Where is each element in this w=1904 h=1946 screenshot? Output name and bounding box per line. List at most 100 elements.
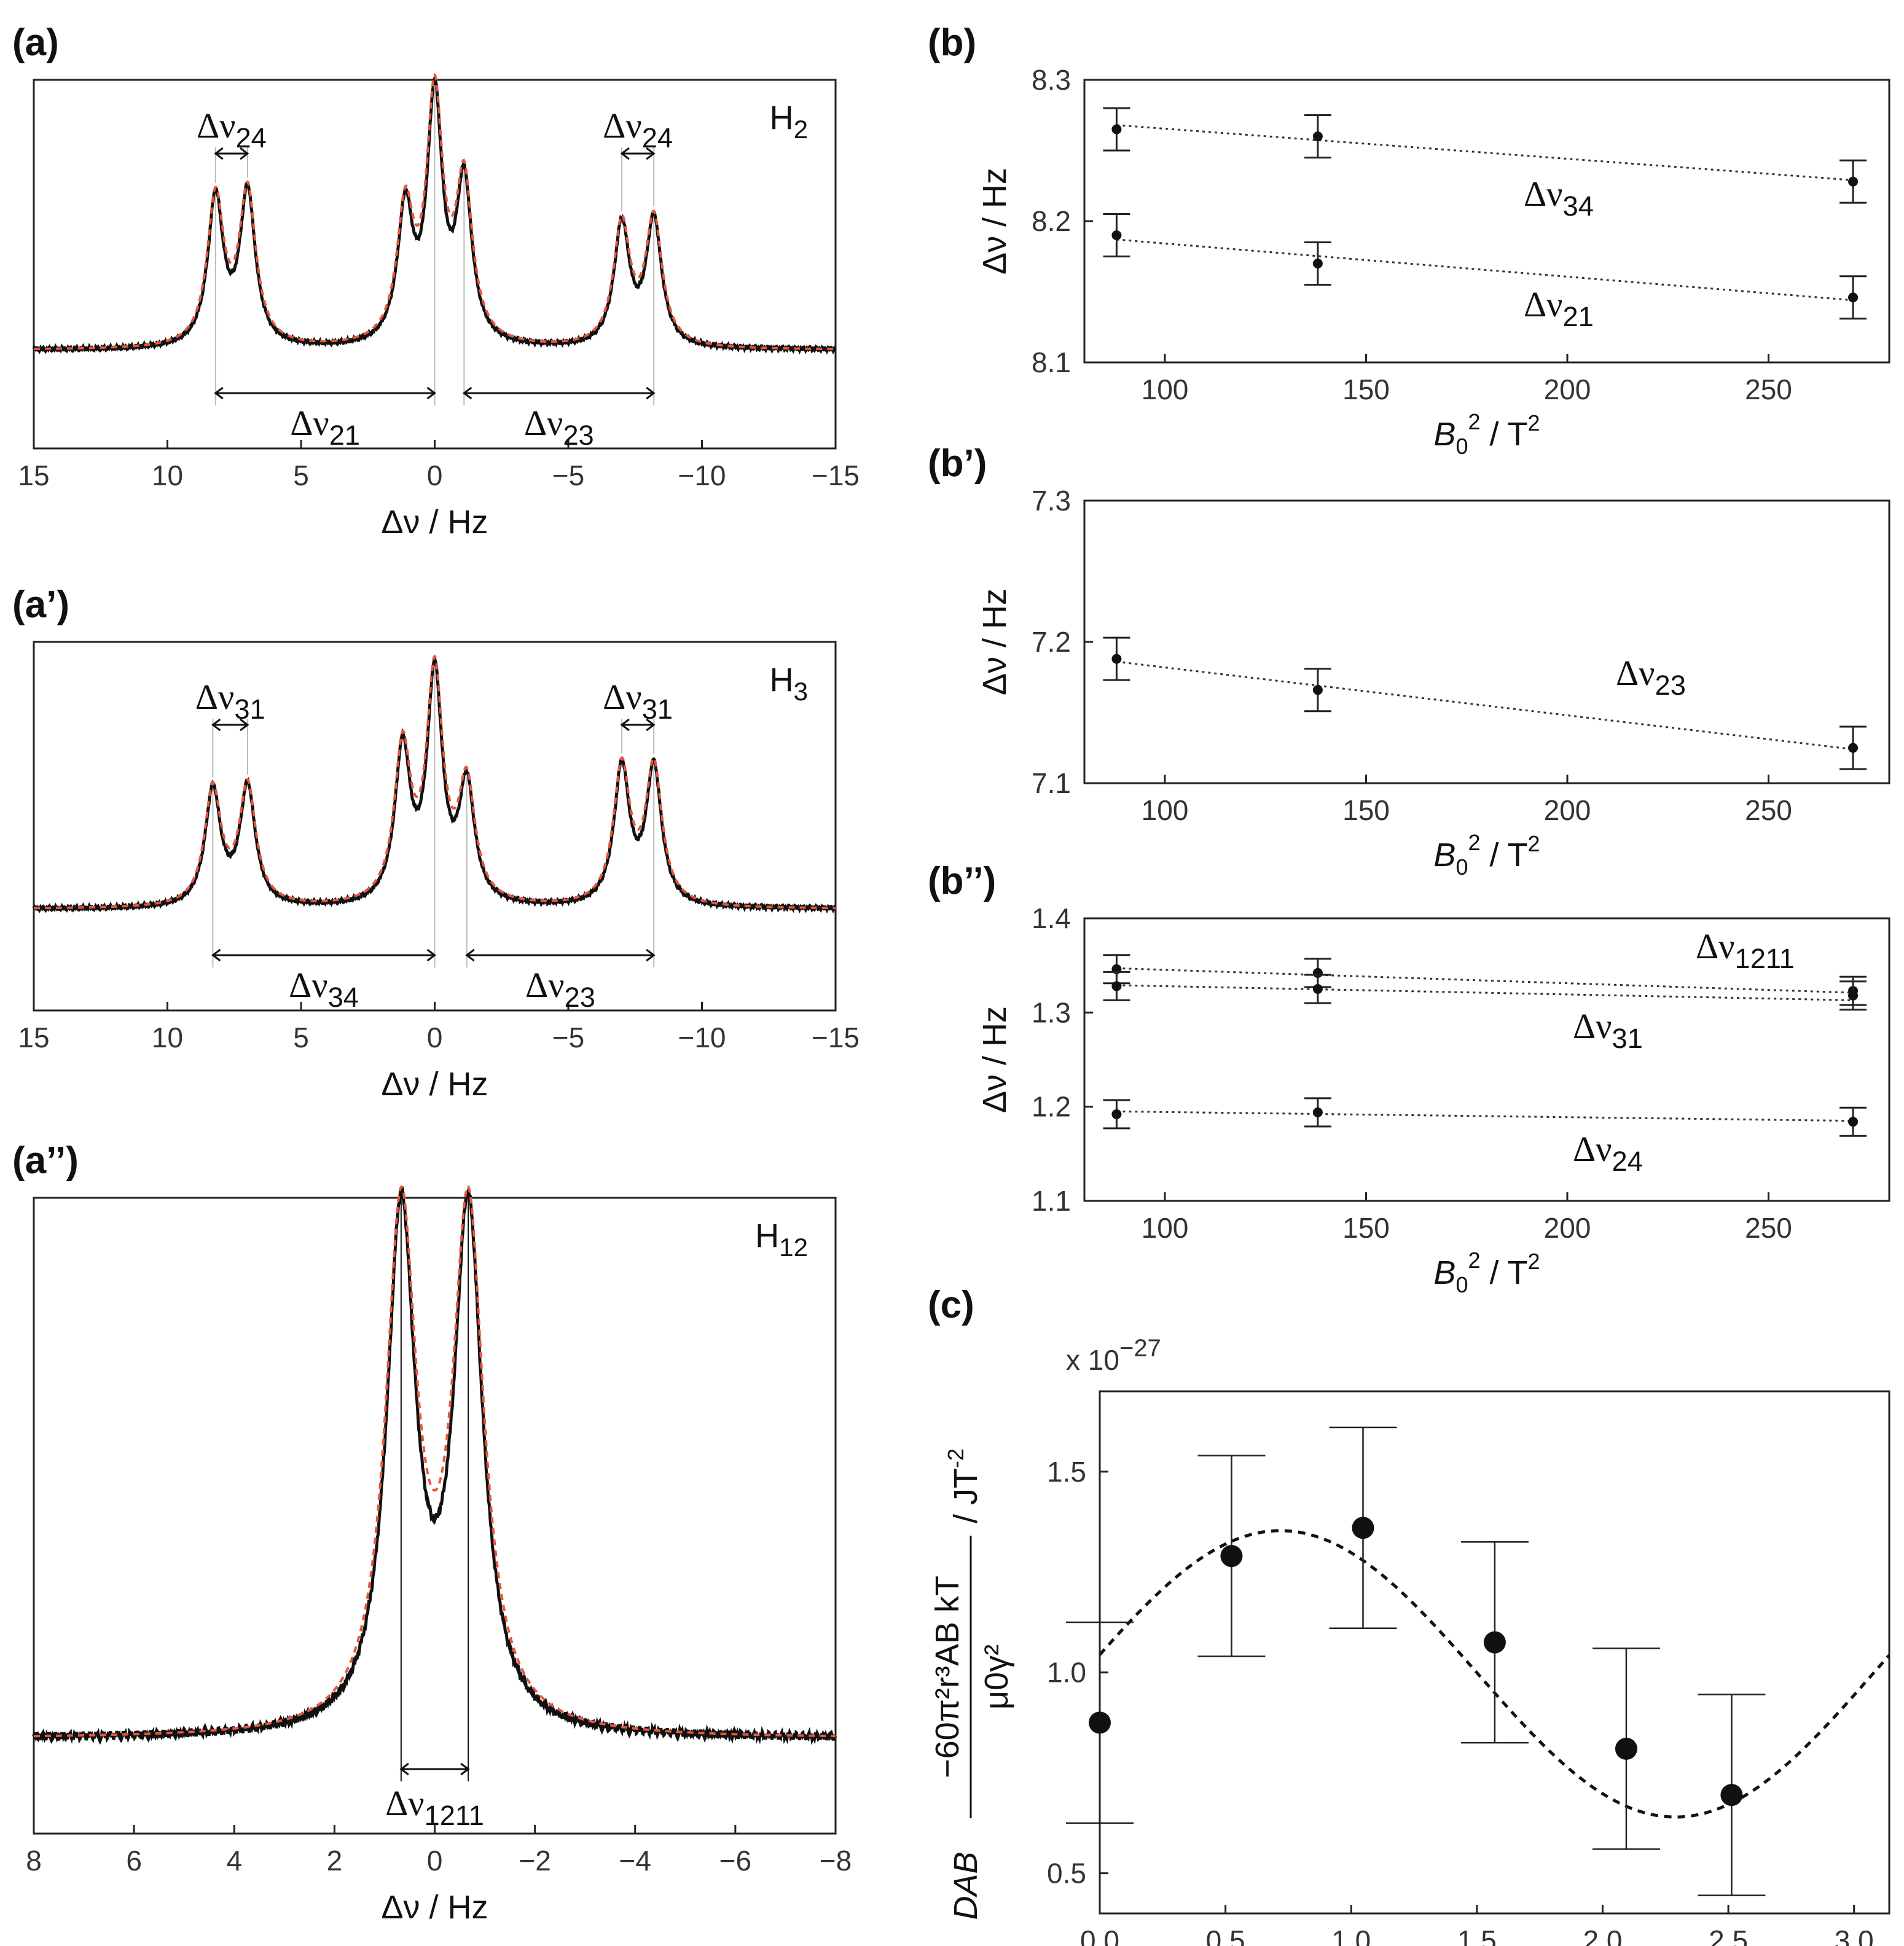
plot-frame [1083, 79, 1890, 364]
splitting-label-23-base: Δν [525, 965, 565, 1005]
x-axis-label-unit-sup: 2 [1528, 410, 1540, 436]
y-tick-label: 1.4 [1032, 902, 1071, 934]
splitting-label-31-base: Δν [603, 677, 642, 717]
spectrum-fit-line [34, 1185, 836, 1738]
data-point-Δν24 [1312, 1107, 1323, 1117]
x-tick-label: 0 [427, 1845, 443, 1877]
x-tick-label: 8 [26, 1845, 42, 1877]
y-axis-label-numerator: −60π²r³AB kT [929, 1576, 966, 1778]
x-tick-label: 200 [1544, 373, 1591, 405]
y-axis-label-prefix: DAB [947, 1851, 984, 1920]
x-tick-label: 0.0 [1080, 1925, 1119, 1946]
splitting-label-21: Δν21 [290, 403, 360, 451]
species-label-sub: 12 [779, 1233, 808, 1262]
series-label-Δν24: Δν24 [1573, 1129, 1643, 1177]
data-point-Δν31 [1111, 981, 1122, 991]
splitting-label-23: Δν23 [524, 403, 594, 451]
species-label-base: H [755, 1217, 779, 1254]
species-label: H12 [755, 1217, 808, 1262]
x-axis-label: B02 / T2 [1433, 1248, 1540, 1297]
series-label-Δν1211-base: Δν [1696, 926, 1735, 966]
splitting-arrow-head-right [460, 1762, 470, 1776]
x-tick-label: 150 [1342, 1212, 1390, 1244]
splitting-label-23-base: Δν [524, 403, 563, 443]
x-tick-label: 10 [152, 1022, 183, 1053]
splitting-arrow-head-right [426, 948, 436, 962]
splitting-label-31-sub: 31 [234, 694, 265, 725]
y-axis-label-denominator: μ0γ² [978, 1644, 1015, 1710]
spectrum-fit-line [34, 72, 836, 351]
fit-line-Δν24 [1116, 1110, 1854, 1122]
x-tick-label: 2.0 [1583, 1925, 1622, 1946]
x-tick-label: −4 [619, 1845, 651, 1877]
fit-line-Δν23 [1116, 660, 1854, 751]
splitting-arrow-head-right [646, 948, 656, 962]
y-tick-label: 1.1 [1032, 1185, 1071, 1217]
data-point [1220, 1545, 1243, 1568]
y-axis-label-unit-sup: -2 [943, 1448, 968, 1468]
data-point [1720, 1784, 1743, 1807]
series-label-Δν24-base: Δν [1573, 1129, 1612, 1169]
splitting-label-23-sub: 23 [563, 420, 594, 451]
series-label-Δν23: Δν23 [1616, 653, 1686, 701]
x-tick-label: 250 [1745, 1212, 1792, 1244]
x-tick-label: 100 [1142, 373, 1189, 405]
data-point [1089, 1711, 1111, 1734]
x-tick-label: −10 [678, 1022, 726, 1053]
x-tick-label: 200 [1544, 794, 1591, 826]
data-point-Δν21 [1848, 292, 1859, 303]
y-tick-label: 8.1 [1032, 346, 1071, 378]
x-axis-label: Δν / Hz [381, 504, 488, 541]
angular-dependence-panel-c: 0.00.51.01.52.02.53.00.51.01.5θ / radx 1… [929, 1335, 1890, 1946]
splitting-label-24-sub: 24 [236, 122, 267, 154]
panel-label-c: (c) [928, 1284, 974, 1326]
species-label-sub: 2 [794, 115, 808, 144]
scale-label: x 10−27 [1066, 1335, 1161, 1376]
splitting-arrow-head-right [426, 386, 436, 400]
splitting-arrow-head-right [646, 386, 656, 400]
splitting-label-24-sub: 24 [642, 122, 673, 154]
data-point-Δν23 [1848, 743, 1859, 753]
panel-label-a-double-prime: (a’’) [12, 1139, 79, 1182]
data-point-Δν31 [1312, 984, 1323, 994]
x-tick-label: 5 [293, 459, 309, 491]
species-label-sub: 3 [794, 677, 808, 706]
splitting-arrow-head-left [214, 386, 224, 400]
splitting-label-34-sub: 34 [328, 982, 359, 1013]
splitting-label-34: Δν34 [289, 965, 359, 1013]
species-label: H2 [770, 100, 808, 144]
x-axis-label-sup: 2 [1468, 830, 1480, 855]
y-tick-label: 0.5 [1047, 1858, 1086, 1889]
scale-label-exp: −27 [1119, 1335, 1161, 1362]
panel-label-b: (b) [928, 21, 976, 64]
fit-line-Δν21 [1116, 238, 1854, 302]
x-tick-label: 2 [327, 1845, 343, 1877]
series-label-Δν31-sub: 31 [1612, 1023, 1643, 1054]
splitting-arrow-head-right [240, 718, 249, 732]
panel-label-a-prime: (a’) [12, 584, 69, 626]
x-axis-label-unit: / T [1481, 416, 1528, 453]
plot-frame [1083, 917, 1890, 1202]
x-tick-label: 1.5 [1457, 1925, 1497, 1946]
x-tick-label: −10 [678, 459, 726, 491]
series-label-Δν1211-sub: 1211 [1735, 943, 1795, 974]
spectrum-fit-line [34, 654, 836, 910]
data-point-Δν34 [1111, 124, 1122, 135]
y-axis-label-unit-base: / JT [947, 1468, 984, 1523]
x-axis-label-sub: 0 [1455, 434, 1468, 459]
splitting-label-1211-sub: 1211 [425, 1800, 484, 1831]
series-label-Δν23-sub: 23 [1655, 670, 1686, 701]
data-point-Δν23 [1312, 685, 1323, 695]
data-point-Δν31 [1848, 990, 1859, 1001]
species-label-base: H [770, 662, 794, 698]
series-label-Δν34-base: Δν [1524, 174, 1563, 214]
splitting-arrow-head-left [620, 718, 630, 732]
series-label-Δν21: Δν21 [1524, 284, 1594, 332]
splitting-arrow-head-left [211, 718, 221, 732]
x-tick-label: 6 [126, 1845, 142, 1877]
x-tick-label: −15 [812, 459, 860, 491]
y-axis-label: Δν / Hz [976, 168, 1013, 275]
